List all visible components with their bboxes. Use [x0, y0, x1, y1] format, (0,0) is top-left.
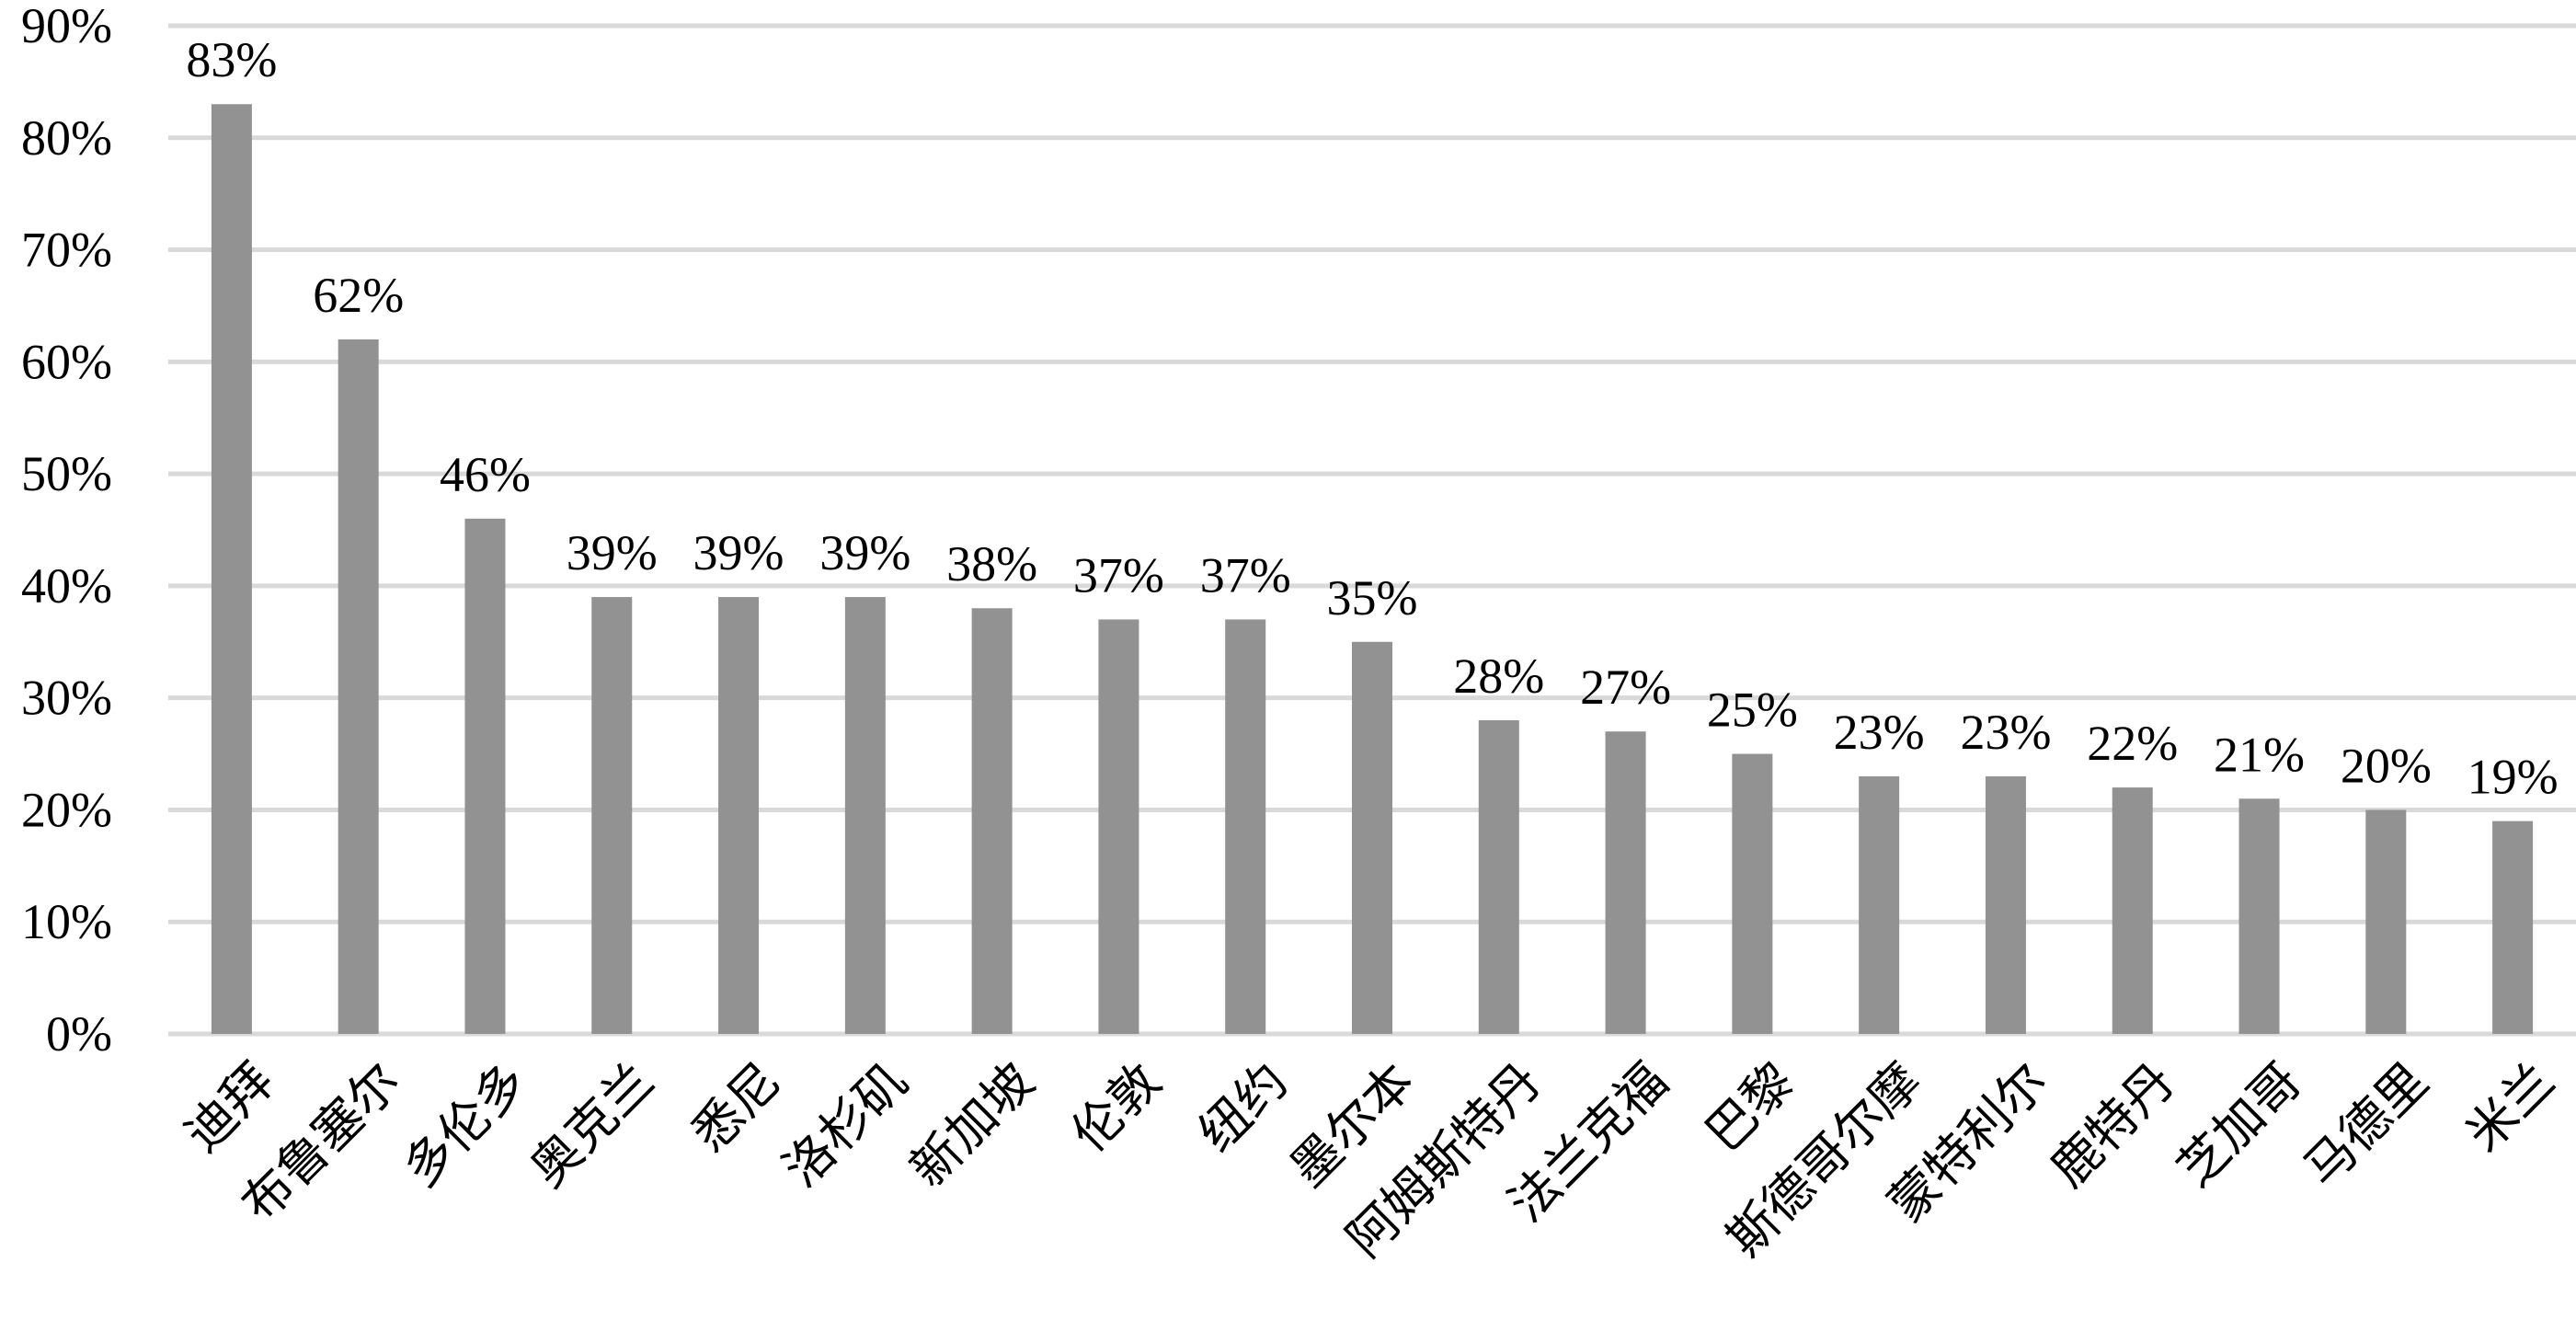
y-tick-label: 40%: [21, 558, 112, 614]
category-label: 巴黎: [1694, 1051, 1805, 1163]
category-label: 奥克兰: [519, 1051, 665, 1198]
data-label: 62%: [313, 268, 404, 323]
bar: [2492, 821, 2534, 1034]
category-label: 多伦多: [392, 1051, 538, 1198]
category-label: 悉尼: [681, 1051, 792, 1163]
data-label: 23%: [1834, 705, 1925, 760]
y-tick-label: 0%: [46, 1006, 112, 1062]
bar: [591, 597, 633, 1034]
data-label: 21%: [2214, 727, 2305, 782]
category-label: 新加坡: [899, 1051, 1045, 1198]
bar: [2238, 798, 2280, 1034]
data-label: 28%: [1453, 649, 1544, 704]
data-label: 38%: [946, 536, 1037, 591]
bar: [718, 597, 760, 1034]
data-label: 19%: [2467, 750, 2559, 805]
y-tick-label: 70%: [21, 223, 112, 278]
bars: [211, 104, 2534, 1034]
y-tick-label: 10%: [21, 894, 112, 949]
category-label: 纽约: [1187, 1051, 1299, 1163]
y-tick-label: 90%: [21, 0, 112, 53]
data-label: 35%: [1327, 570, 1418, 626]
y-tick-label: 60%: [21, 334, 112, 389]
bar: [844, 597, 886, 1034]
data-label: 46%: [440, 447, 531, 502]
data-label: 27%: [1580, 660, 1671, 715]
y-tick-label: 80%: [21, 110, 112, 166]
bar: [2365, 809, 2407, 1034]
category-label: 鹿特丹: [2039, 1051, 2185, 1198]
category-label: 芝加哥: [2166, 1051, 2312, 1198]
data-label: 25%: [1707, 683, 1798, 738]
bar: [2112, 787, 2153, 1034]
category-label: 迪拜: [174, 1051, 285, 1163]
bar: [211, 104, 252, 1034]
y-tick-label: 20%: [21, 782, 112, 837]
y-tick-label: 50%: [21, 446, 112, 501]
data-label: 23%: [1960, 705, 2051, 760]
data-label: 39%: [819, 525, 910, 580]
bar: [1098, 619, 1139, 1034]
category-label: 洛杉矶: [773, 1051, 919, 1198]
data-label: 22%: [2087, 716, 2178, 771]
data-label: 37%: [1073, 547, 1164, 603]
bar: [1352, 641, 1392, 1034]
category-label: 伦敦: [1060, 1051, 1172, 1163]
bar: [1732, 753, 1773, 1034]
bar: [464, 518, 506, 1034]
category-label: 米兰: [2455, 1051, 2566, 1163]
data-label: 39%: [567, 525, 658, 580]
data-label: 20%: [2341, 738, 2432, 793]
bar: [338, 339, 379, 1034]
bar: [1225, 619, 1266, 1034]
data-labels: 83% 62% 46% 39% 39% 39% 38% 37% 37% 35% 28% 27% 25% 2…: [186, 32, 2558, 804]
bar: [1859, 775, 1900, 1034]
y-axis-tick-labels: 0% 10% 20% 30% 40% 50% 60% 70% 80% 90%: [21, 0, 112, 1062]
data-label: 39%: [693, 525, 784, 580]
bar: [1605, 731, 1646, 1034]
bar: [1478, 720, 1519, 1034]
bar: [1985, 775, 2026, 1034]
data-label: 83%: [186, 32, 277, 87]
data-label: 37%: [1200, 547, 1291, 603]
gridlines: [168, 23, 2576, 1037]
category-label: 马德里: [2293, 1051, 2439, 1198]
bar: [971, 608, 1013, 1034]
y-tick-label: 30%: [21, 671, 112, 726]
